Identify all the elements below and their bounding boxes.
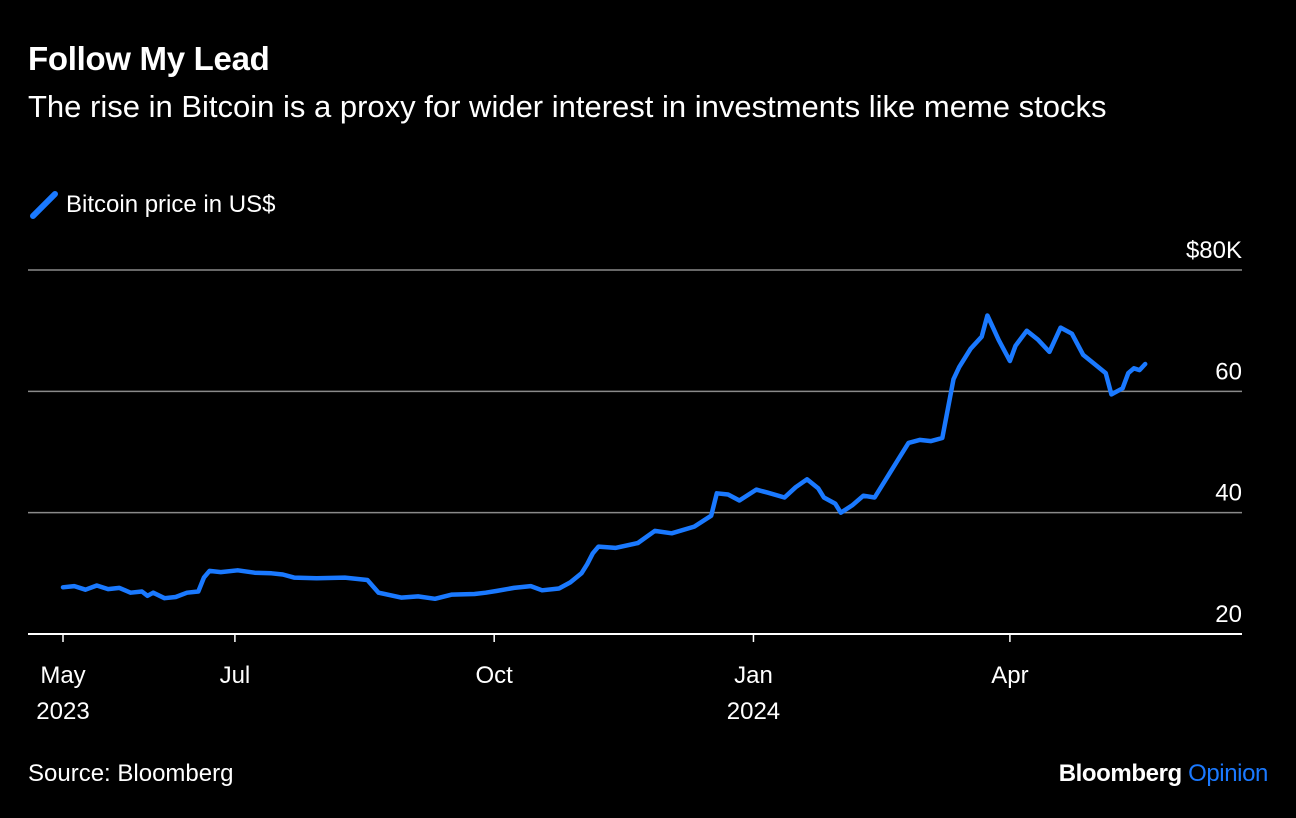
chart-subtitle: The rise in Bitcoin is a proxy for wider… (28, 89, 1107, 124)
legend: Bitcoin price in US$ (28, 190, 275, 220)
brand-suffix: Opinion (1188, 760, 1268, 787)
y-tick-label: $80K (1186, 237, 1242, 264)
legend-line-swatch-icon (30, 191, 58, 219)
y-tick-label: 40 (1215, 480, 1242, 507)
x-tick-year-label: 2023 (36, 698, 89, 725)
y-tick-label: 60 (1215, 358, 1242, 385)
brand-name: Bloomberg (1058, 760, 1182, 787)
y-tick-label: 20 (1215, 601, 1242, 628)
x-tick-label: Apr (991, 662, 1028, 689)
x-tick-label: Oct (476, 662, 514, 689)
x-tick-label: May (40, 662, 85, 689)
series-line-bitcoin-price (60, 313, 1148, 602)
x-tick-label: Jan (734, 662, 773, 689)
x-tick-label: Jul (220, 662, 251, 689)
chart-title: Follow My Lead (28, 40, 270, 77)
legend-label: Bitcoin price in US$ (66, 191, 276, 218)
brand-logo: Bloomberg Opinion (1058, 760, 1269, 788)
source-note: Source: Bloomberg (28, 760, 234, 787)
x-tick-year-label: 2024 (727, 698, 780, 725)
